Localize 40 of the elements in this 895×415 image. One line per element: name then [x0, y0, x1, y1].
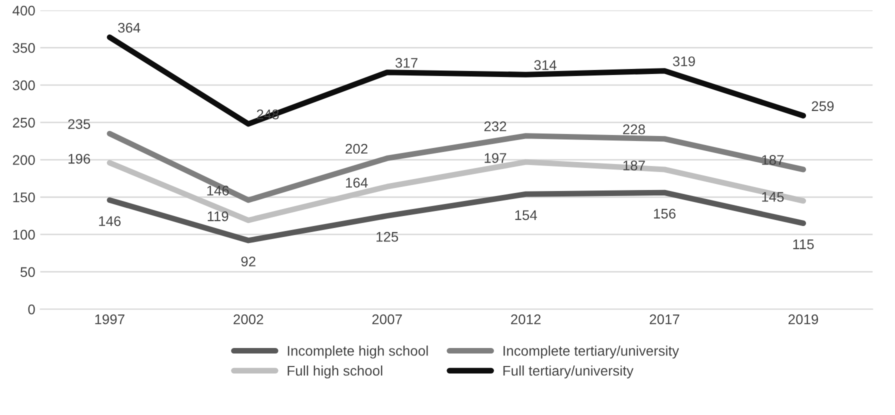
data-label: 364: [118, 22, 140, 33]
y-tick-label: 150: [13, 192, 35, 202]
data-label: 119: [208, 211, 228, 222]
data-label: 146: [99, 216, 121, 226]
data-label: 235: [68, 119, 90, 130]
legend-label: Incomplete tertiary/university: [504, 346, 680, 359]
x-tick-label: 2002: [234, 314, 264, 324]
data-label: 232: [484, 121, 506, 132]
x-tick-label: 2019: [788, 314, 818, 324]
y-tick-label: 300: [12, 80, 35, 90]
data-label: 154: [515, 210, 537, 220]
x-tick-label: 2017: [650, 314, 680, 324]
y-tick-label: 350: [12, 43, 35, 53]
legend-label: Incomplete high school: [288, 346, 428, 359]
data-label: 156: [654, 208, 676, 219]
y-tick-label: 0: [28, 304, 35, 314]
y-tick-label: 100: [13, 230, 35, 240]
data-label: 196: [68, 154, 90, 164]
y-tick-label: 400: [12, 6, 35, 16]
data-label: 187: [623, 160, 645, 170]
data-label: 314: [534, 60, 556, 70]
data-label: 197: [484, 153, 506, 163]
data-label: 319: [672, 56, 695, 66]
data-label: 202: [346, 144, 368, 154]
y-tick-label: 50: [20, 267, 35, 277]
x-tick-label: 2007: [372, 314, 402, 324]
y-tick-label: 250: [12, 118, 35, 128]
data-label: 164: [346, 178, 368, 188]
data-label: 92: [241, 256, 256, 266]
x-tick-label: 1997: [95, 314, 124, 324]
x-tick-label: 2012: [511, 314, 541, 324]
y-tick-label: 200: [12, 155, 35, 165]
data-label: 228: [623, 124, 645, 134]
legend-label: Full high school: [288, 365, 382, 378]
data-label: 115: [793, 240, 814, 250]
legend-label: Full tertiary/university: [503, 365, 634, 378]
data-label: 259: [812, 101, 834, 112]
data-label: 145: [762, 192, 784, 202]
data-label: 125: [376, 232, 398, 242]
data-label: 317: [395, 58, 418, 68]
